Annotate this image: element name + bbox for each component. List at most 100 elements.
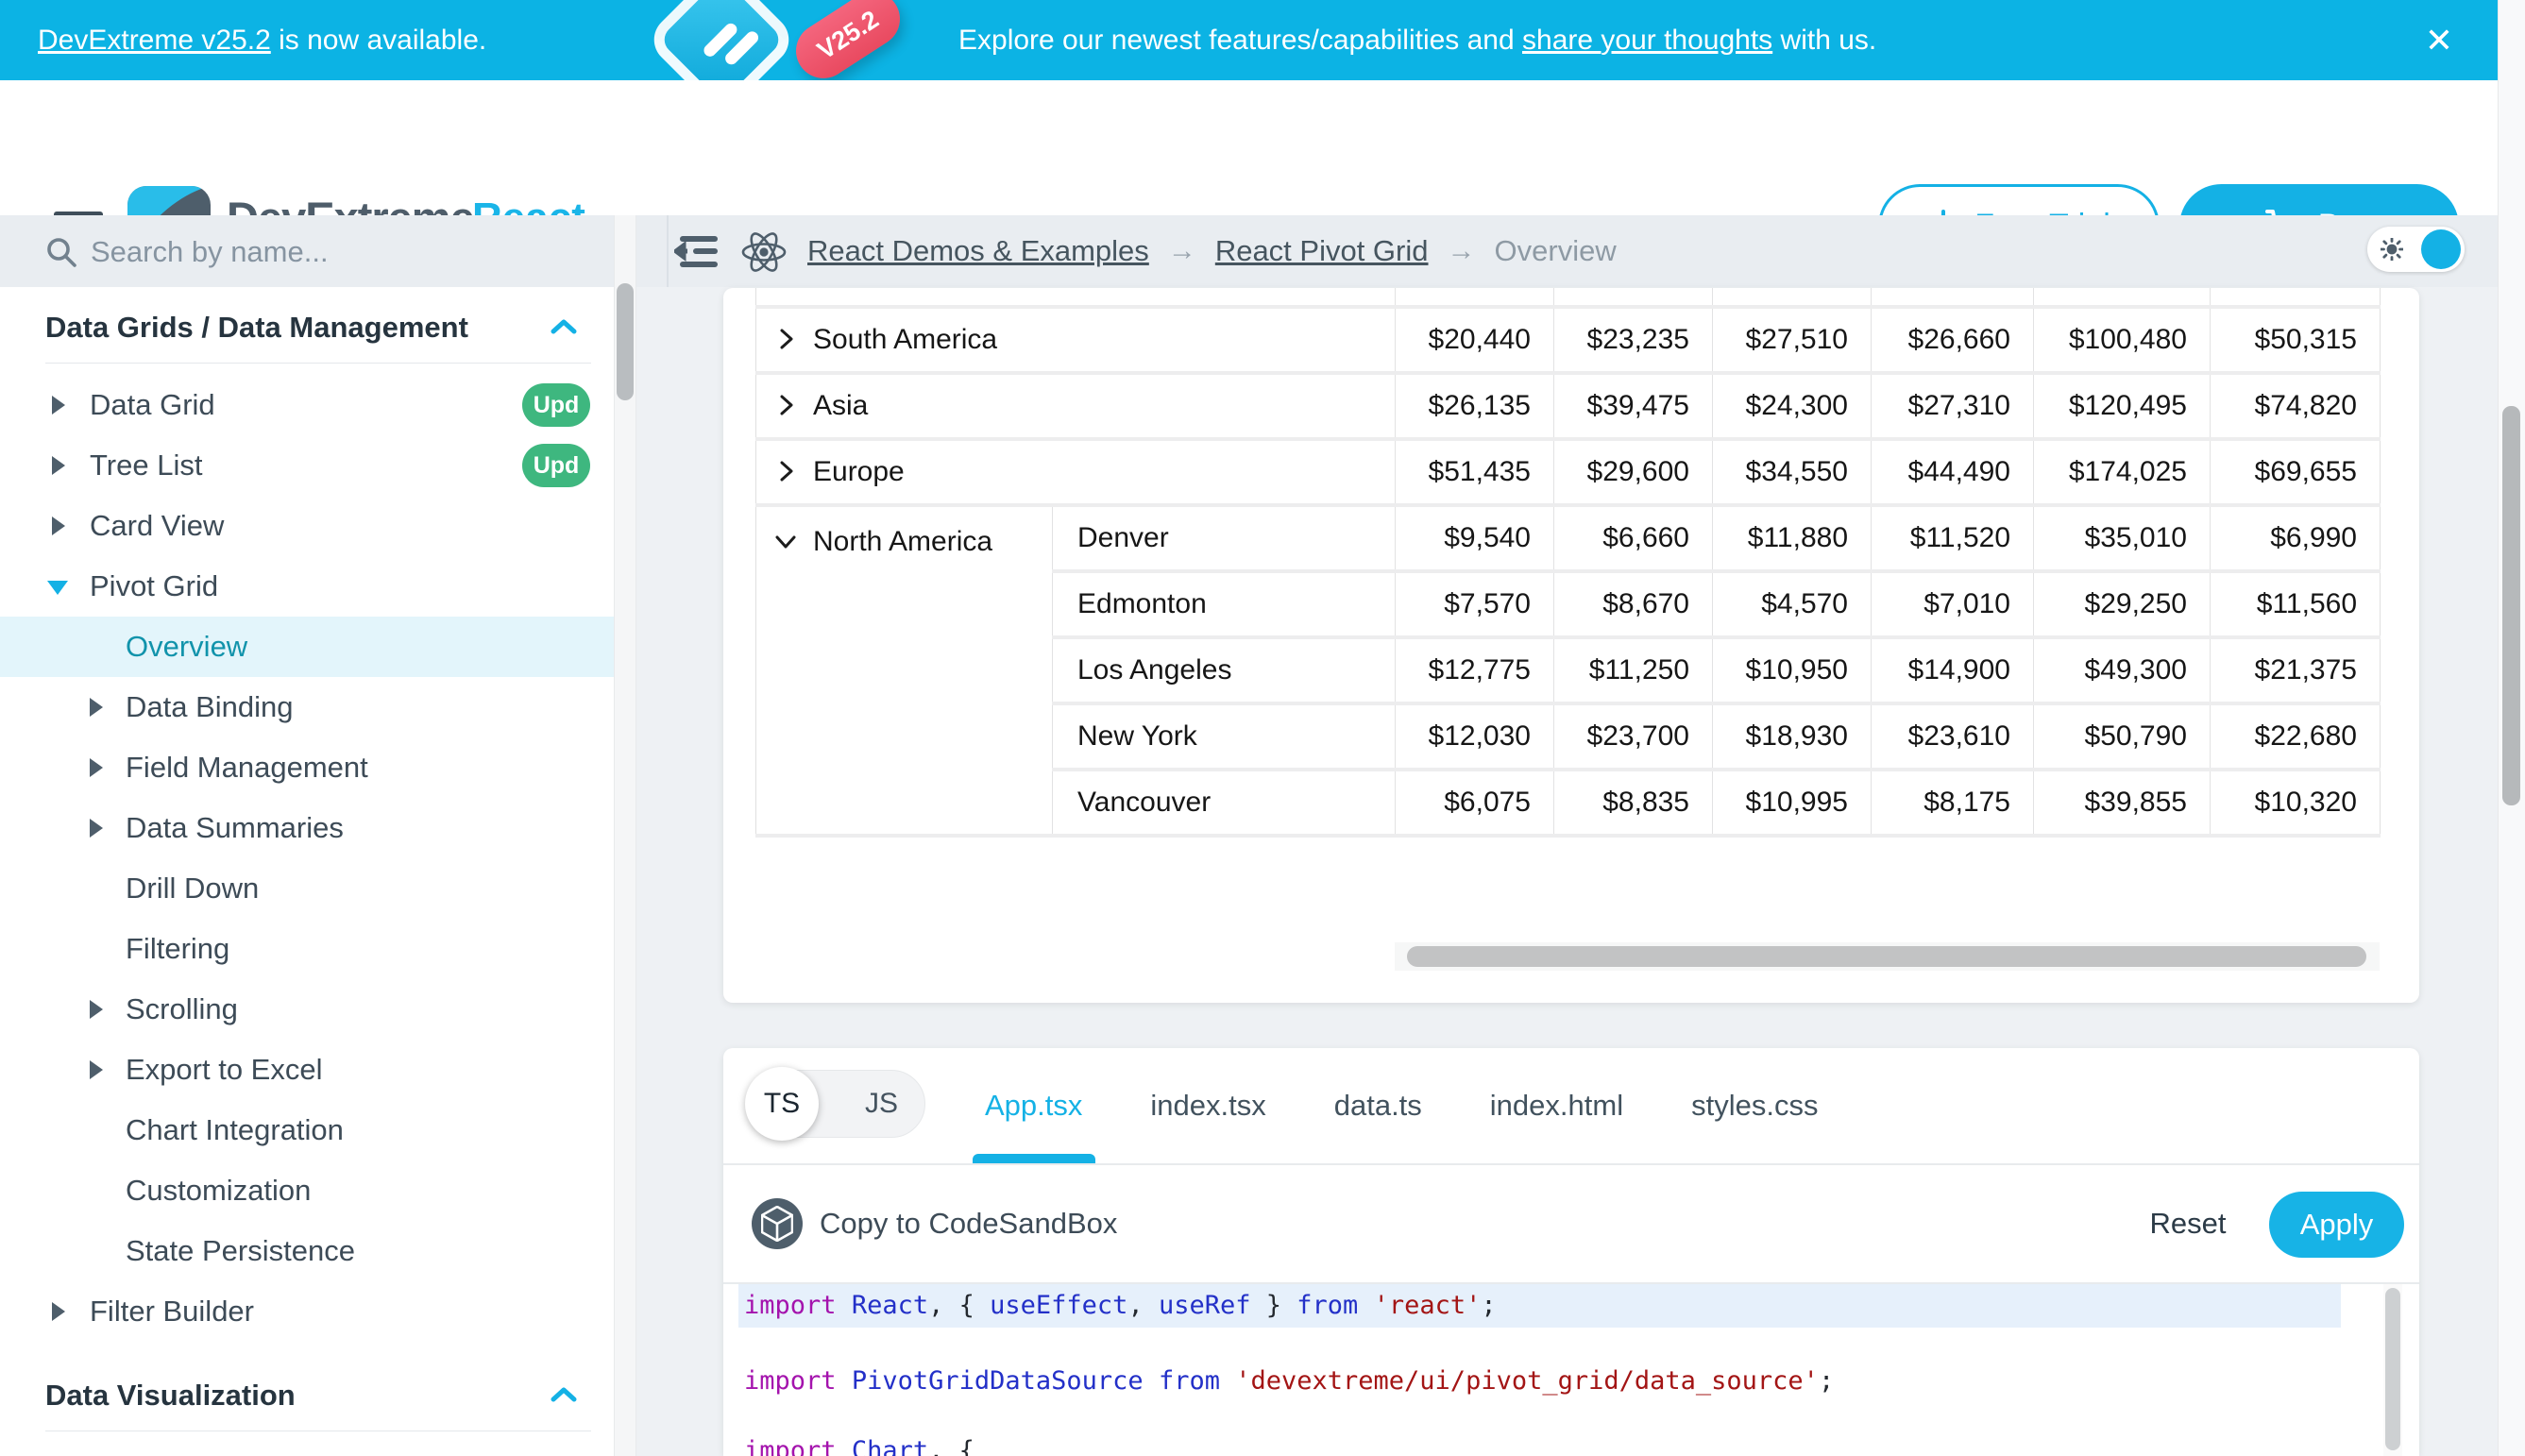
code-editor[interactable]: import React, { useEffect, useRef } from… [723, 1284, 2419, 1456]
sidebar-item-card-view[interactable]: Card View [0, 496, 614, 556]
pivot-horizontal-scrollbar-thumb[interactable] [1407, 946, 2366, 967]
pivot-value-cell[interactable]: $11,560 [2211, 571, 2381, 637]
pivot-value-cell[interactable]: $29,600 [1554, 439, 1713, 505]
pivot-value-cell[interactable]: $12,030 [1396, 703, 1554, 770]
language-toggle-selected[interactable]: TS [745, 1067, 819, 1141]
pivot-value-cell[interactable]: $174,025 [2034, 439, 2211, 505]
copy-to-codesandbox-button[interactable]: Copy to CodeSandBox [820, 1165, 1117, 1282]
pivot-value-cell[interactable]: $39,855 [2034, 770, 2211, 836]
sidebar-item-drill-down[interactable]: Drill Down [0, 858, 614, 919]
pivot-value-cell[interactable]: $10,995 [1713, 770, 1872, 836]
chevron-right-icon[interactable] [773, 459, 798, 483]
pivot-city-header[interactable]: Edmonton [1053, 571, 1396, 637]
pivot-city-header[interactable]: Vancouver [1053, 770, 1396, 836]
code-scrollbar[interactable] [2383, 1284, 2402, 1456]
pivot-value-cell[interactable] [1713, 288, 1872, 307]
search-input[interactable]: Search by name... [91, 235, 329, 269]
pivot-value-cell[interactable]: $23,610 [1872, 703, 2034, 770]
pivot-value-cell[interactable]: $26,660 [1872, 307, 2034, 373]
collapse-sidebar-icon[interactable] [674, 236, 721, 268]
chevron-down-icon[interactable] [773, 529, 798, 553]
pivot-value-cell[interactable]: $23,700 [1554, 703, 1713, 770]
pivot-value-cell[interactable]: $24,300 [1713, 373, 1872, 439]
pivot-value-cell[interactable]: $74,820 [2211, 373, 2381, 439]
pivot-value-cell[interactable] [1554, 288, 1713, 307]
pivot-value-cell[interactable]: $34,550 [1713, 439, 1872, 505]
pivot-value-cell[interactable]: $18,930 [1713, 703, 1872, 770]
pivot-value-cell[interactable] [1396, 288, 1554, 307]
sidebar-item-scrolling[interactable]: Scrolling [0, 979, 614, 1040]
chevron-up-icon[interactable] [550, 1385, 578, 1404]
tab-index-tsx[interactable]: index.tsx [1150, 1089, 1265, 1123]
pivot-value-cell[interactable]: $9,540 [1396, 505, 1554, 571]
apply-button[interactable]: Apply [2269, 1192, 2404, 1258]
tab-index-html[interactable]: index.html [1490, 1089, 1623, 1123]
sidebar-item-filtering[interactable]: Filtering [0, 919, 614, 979]
pivot-value-cell[interactable]: $44,490 [1872, 439, 2034, 505]
pivot-value-cell[interactable]: $50,790 [2034, 703, 2211, 770]
pivot-value-cell[interactable]: $51,435 [1396, 439, 1554, 505]
sidebar-item-data-summaries[interactable]: Data Summaries [0, 798, 614, 858]
pivot-value-cell[interactable]: $10,950 [1713, 637, 1872, 703]
pivot-value-cell[interactable]: $11,880 [1713, 505, 1872, 571]
sidebar-item-filter-builder[interactable]: Filter Builder [0, 1281, 614, 1342]
pivot-value-cell[interactable]: $27,310 [1872, 373, 2034, 439]
pivot-city-header[interactable]: Denver [1053, 505, 1396, 571]
share-thoughts-link[interactable]: share your thoughts [1522, 25, 1772, 57]
pivot-row-header[interactable]: Asia [756, 373, 1396, 439]
pivot-value-cell[interactable] [2211, 288, 2381, 307]
sidebar-scrollbar[interactable] [614, 215, 636, 1456]
pivot-value-cell[interactable]: $100,480 [2034, 307, 2211, 373]
pivot-row-header[interactable]: Europe [756, 439, 1396, 505]
sidebar-item-chart-integration[interactable]: Chart Integration [0, 1100, 614, 1160]
pivot-row-header[interactable]: South America [756, 307, 1396, 373]
pivot-value-cell[interactable]: $11,250 [1554, 637, 1713, 703]
pivot-value-cell[interactable]: $14,900 [1872, 637, 2034, 703]
pivot-value-cell[interactable]: $69,655 [2211, 439, 2381, 505]
banner-version-link[interactable]: DevExtreme v25.2 [38, 25, 271, 57]
sidebar-item-tree-list[interactable]: Tree ListUpd [0, 435, 614, 496]
pivot-value-cell[interactable]: $8,835 [1554, 770, 1713, 836]
tab-App-tsx[interactable]: App.tsx [985, 1089, 1082, 1123]
pivot-value-cell[interactable]: $23,235 [1554, 307, 1713, 373]
pivot-value-cell[interactable]: $27,510 [1713, 307, 1872, 373]
chevron-right-icon[interactable] [773, 327, 798, 351]
sidebar-item-field-management[interactable]: Field Management [0, 737, 614, 798]
breadcrumb-link[interactable]: React Demos & Examples [807, 234, 1149, 268]
pivot-value-cell[interactable]: $6,990 [2211, 505, 2381, 571]
pivot-value-cell[interactable]: $22,680 [2211, 703, 2381, 770]
sidebar-item-export-to-excel[interactable]: Export to Excel [0, 1040, 614, 1100]
chevron-up-icon[interactable] [550, 317, 578, 336]
chevron-right-icon[interactable] [773, 393, 798, 417]
sidebar-item-data-binding[interactable]: Data Binding [0, 677, 614, 737]
pivot-horizontal-scrollbar[interactable] [1395, 942, 2380, 971]
theme-toggle[interactable] [2367, 227, 2465, 272]
pivot-value-cell[interactable]: $6,075 [1396, 770, 1554, 836]
pivot-value-cell[interactable]: $8,670 [1554, 571, 1713, 637]
pivot-value-cell[interactable] [1872, 288, 2034, 307]
pivot-value-cell[interactable]: $7,570 [1396, 571, 1554, 637]
pivot-value-cell[interactable]: $49,300 [2034, 637, 2211, 703]
pivot-value-cell[interactable]: $8,175 [1872, 770, 2034, 836]
sidebar-item-overview[interactable]: Overview [0, 617, 614, 677]
pivot-value-cell[interactable]: $50,315 [2211, 307, 2381, 373]
pivot-value-cell[interactable]: $120,495 [2034, 373, 2211, 439]
page-scrollbar-thumb[interactable] [2502, 406, 2520, 805]
language-toggle-js[interactable]: JS [865, 1071, 898, 1137]
pivot-value-cell[interactable]: $12,775 [1396, 637, 1554, 703]
pivot-value-cell[interactable]: $4,570 [1713, 571, 1872, 637]
pivot-value-cell[interactable]: $6,660 [1554, 505, 1713, 571]
pivot-value-cell[interactable]: $7,010 [1872, 571, 2034, 637]
pivot-row-header[interactable]: North America [756, 505, 1053, 836]
banner-close-icon[interactable]: ✕ [2406, 0, 2472, 80]
language-toggle[interactable]: TS JS [746, 1070, 925, 1138]
pivot-city-header[interactable]: Los Angeles [1053, 637, 1396, 703]
pivot-value-cell[interactable]: $21,375 [2211, 637, 2381, 703]
theme-toggle-knob[interactable] [2421, 229, 2461, 269]
page-scrollbar[interactable] [2498, 0, 2525, 1456]
pivot-value-cell[interactable]: $11,520 [1872, 505, 2034, 571]
tab-data-ts[interactable]: data.ts [1334, 1089, 1422, 1123]
pivot-value-cell[interactable]: $20,440 [1396, 307, 1554, 373]
code-scrollbar-thumb[interactable] [2385, 1288, 2400, 1450]
pivot-value-cell[interactable] [2034, 288, 2211, 307]
